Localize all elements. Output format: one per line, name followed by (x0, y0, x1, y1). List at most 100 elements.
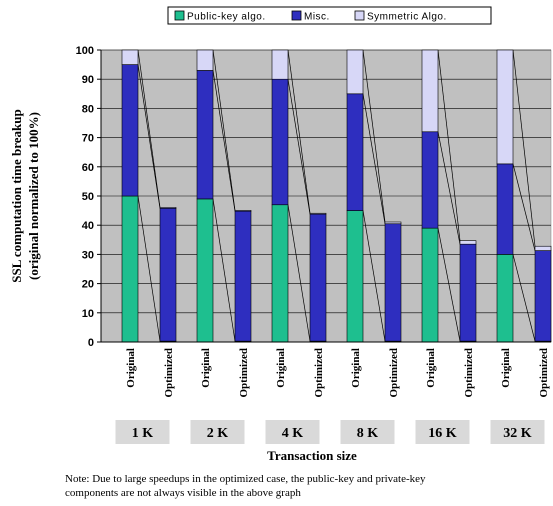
x-tick-label-optimized: Optimized (313, 348, 325, 398)
y-tick-label: 10 (82, 308, 94, 320)
x-tick-label-optimized: Optimized (463, 348, 475, 398)
connector-line (137, 49, 161, 208)
y-tick-label: 40 (82, 220, 94, 232)
connector-line (437, 228, 461, 342)
x-tick-label-original: Original (125, 348, 137, 388)
x-axis-title: Transaction size (267, 448, 357, 463)
connector-line (362, 210, 386, 342)
legend-label-misc: Misc. (304, 12, 330, 23)
y-axis-title-line-1: SSL computation time breakup (9, 109, 24, 283)
connector-line (137, 195, 161, 342)
bar-segment-original-misc (121, 64, 139, 197)
bar-segment-original-misc (421, 131, 439, 229)
y-tick-label: 70 (82, 133, 94, 145)
y-tick-label: 0 (88, 337, 94, 349)
x-tick-label-optimized: Optimized (388, 348, 400, 398)
x-tick-label-original: Original (425, 348, 437, 388)
bar-segment-original-public-key (496, 254, 514, 343)
note-line-1: Note: Due to large speedups in the optim… (65, 473, 426, 485)
legend-swatch-symmetric (354, 10, 365, 21)
group-label-box (340, 420, 395, 444)
group-label: 32 K (503, 426, 532, 441)
y-tick-label: 30 (82, 249, 94, 261)
bar-segment-original-misc (196, 70, 214, 200)
group-label-box (190, 420, 245, 444)
bar-segment-optimized-misc (309, 213, 327, 342)
group-label: 1 K (132, 426, 154, 441)
bar-segment-original-misc (271, 78, 289, 206)
legend-box (167, 6, 492, 25)
bar-segment-optimized-symmetric (534, 245, 552, 251)
bar-segment-optimized-misc (159, 207, 177, 342)
connector-line (512, 254, 536, 342)
y-tick-label: 60 (82, 162, 94, 174)
x-tick-labels: Original Optimized Original Optimized Origin… (125, 348, 550, 398)
bar-segment-original-misc (346, 93, 364, 211)
y-tick-label: 90 (82, 74, 94, 86)
legend: Public-key algo. Misc. Symmetric Algo. (167, 6, 492, 25)
connector-line (212, 70, 236, 212)
group-label-box (265, 420, 320, 444)
legend-label-public-key: Public-key algo. (187, 12, 266, 23)
connector-line (512, 163, 536, 251)
group-label: 2 K (207, 426, 229, 441)
bar-segment-original-public-key (421, 227, 439, 343)
y-tick-label: 20 (82, 279, 94, 291)
bar-segment-original-public-key (271, 204, 289, 343)
x-tick-label-original: Original (200, 348, 212, 388)
group-label-box (415, 420, 470, 444)
bar-segment-optimized-symmetric (459, 240, 477, 245)
y-tick-label: 80 (82, 103, 94, 115)
group-label-box (490, 420, 545, 444)
connector-line (287, 79, 311, 215)
group-label: 8 K (357, 426, 379, 441)
connector-line (137, 64, 161, 209)
connector-line (212, 49, 236, 211)
x-tick-label-optimized: Optimized (238, 348, 250, 398)
bar-segment-original-symmetric (346, 49, 364, 95)
x-tick-label-original: Original (500, 348, 512, 388)
y-axis-title-line-2: (original normalized to 100%) (26, 112, 41, 280)
bar-segment-original-symmetric (421, 49, 439, 133)
y-tick-labels: 0 10 20 30 40 50 60 70 80 90 100 (76, 45, 101, 349)
connector-line (212, 198, 236, 342)
bar-segment-optimized-misc (459, 243, 477, 342)
legend-swatch-public-key (174, 10, 185, 21)
connector-line (362, 49, 386, 223)
group-labels: 1 K 2 K 4 K 8 K 16 K 32 K (115, 420, 545, 444)
note-line-2: components are not always visible in the… (65, 487, 301, 499)
bar-segment-original-public-key (121, 195, 139, 343)
connector-line (287, 204, 311, 342)
x-tick-label-optimized: Optimized (538, 348, 550, 398)
bar-segment-original-symmetric (271, 49, 289, 80)
bar-segment-original-misc (496, 163, 514, 255)
bar-segment-original-public-key (346, 210, 364, 343)
y-tick-label: 50 (82, 191, 94, 203)
connector-line (437, 131, 461, 245)
legend-swatch-misc (291, 10, 302, 21)
bar-segment-original-symmetric (196, 49, 214, 71)
connector-line (362, 93, 386, 224)
group-label-box (115, 420, 170, 444)
bar-segment-optimized-symmetric (159, 207, 177, 209)
connector-lines (137, 49, 536, 342)
x-tick-label-optimized: Optimized (163, 348, 175, 398)
bar-segment-optimized-symmetric (384, 221, 402, 225)
legend-label-symmetric: Symmetric Algo. (367, 12, 447, 23)
connector-line (512, 49, 536, 247)
x-tick-label-original: Original (275, 348, 287, 388)
group-label: 4 K (282, 426, 304, 441)
bar-segment-optimized-misc (384, 223, 402, 342)
connector-line (437, 49, 461, 241)
bar-segment-original-public-key (196, 198, 214, 343)
y-tick-label: 100 (76, 45, 94, 57)
group-label: 16 K (428, 426, 457, 441)
bar-segment-original-symmetric (121, 49, 139, 65)
bar-segment-optimized-misc (534, 250, 552, 342)
bar-segment-original-symmetric (496, 49, 514, 165)
connector-line (287, 49, 311, 214)
bar-segment-optimized-misc (234, 210, 252, 342)
bars (121, 49, 552, 343)
x-tick-label-original: Original (350, 348, 362, 388)
